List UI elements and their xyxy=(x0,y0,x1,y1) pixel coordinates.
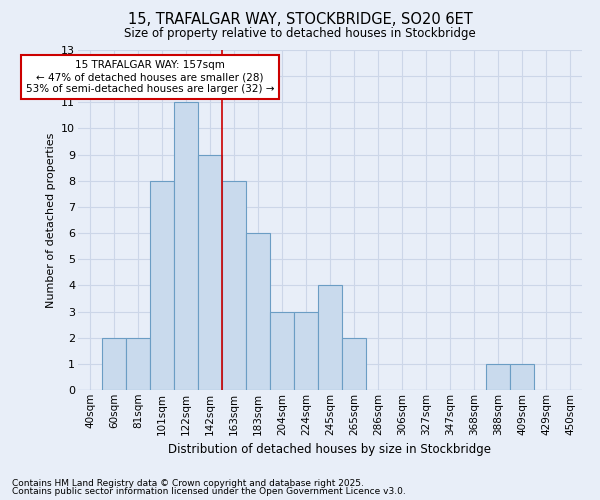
Bar xyxy=(318,286,342,390)
Text: Size of property relative to detached houses in Stockbridge: Size of property relative to detached ho… xyxy=(124,28,476,40)
Bar xyxy=(198,154,222,390)
Bar xyxy=(510,364,534,390)
Bar xyxy=(246,233,270,390)
Text: Contains public sector information licensed under the Open Government Licence v3: Contains public sector information licen… xyxy=(12,487,406,496)
Bar xyxy=(222,181,246,390)
Bar xyxy=(126,338,150,390)
Text: 15, TRAFALGAR WAY, STOCKBRIDGE, SO20 6ET: 15, TRAFALGAR WAY, STOCKBRIDGE, SO20 6ET xyxy=(128,12,472,28)
Bar xyxy=(102,338,126,390)
X-axis label: Distribution of detached houses by size in Stockbridge: Distribution of detached houses by size … xyxy=(169,443,491,456)
Text: Contains HM Land Registry data © Crown copyright and database right 2025.: Contains HM Land Registry data © Crown c… xyxy=(12,478,364,488)
Bar xyxy=(150,181,174,390)
Bar xyxy=(294,312,318,390)
Text: 15 TRAFALGAR WAY: 157sqm
← 47% of detached houses are smaller (28)
53% of semi-d: 15 TRAFALGAR WAY: 157sqm ← 47% of detach… xyxy=(26,60,274,94)
Bar xyxy=(342,338,366,390)
Bar xyxy=(270,312,294,390)
Bar xyxy=(486,364,510,390)
Y-axis label: Number of detached properties: Number of detached properties xyxy=(46,132,56,308)
Bar xyxy=(174,102,198,390)
